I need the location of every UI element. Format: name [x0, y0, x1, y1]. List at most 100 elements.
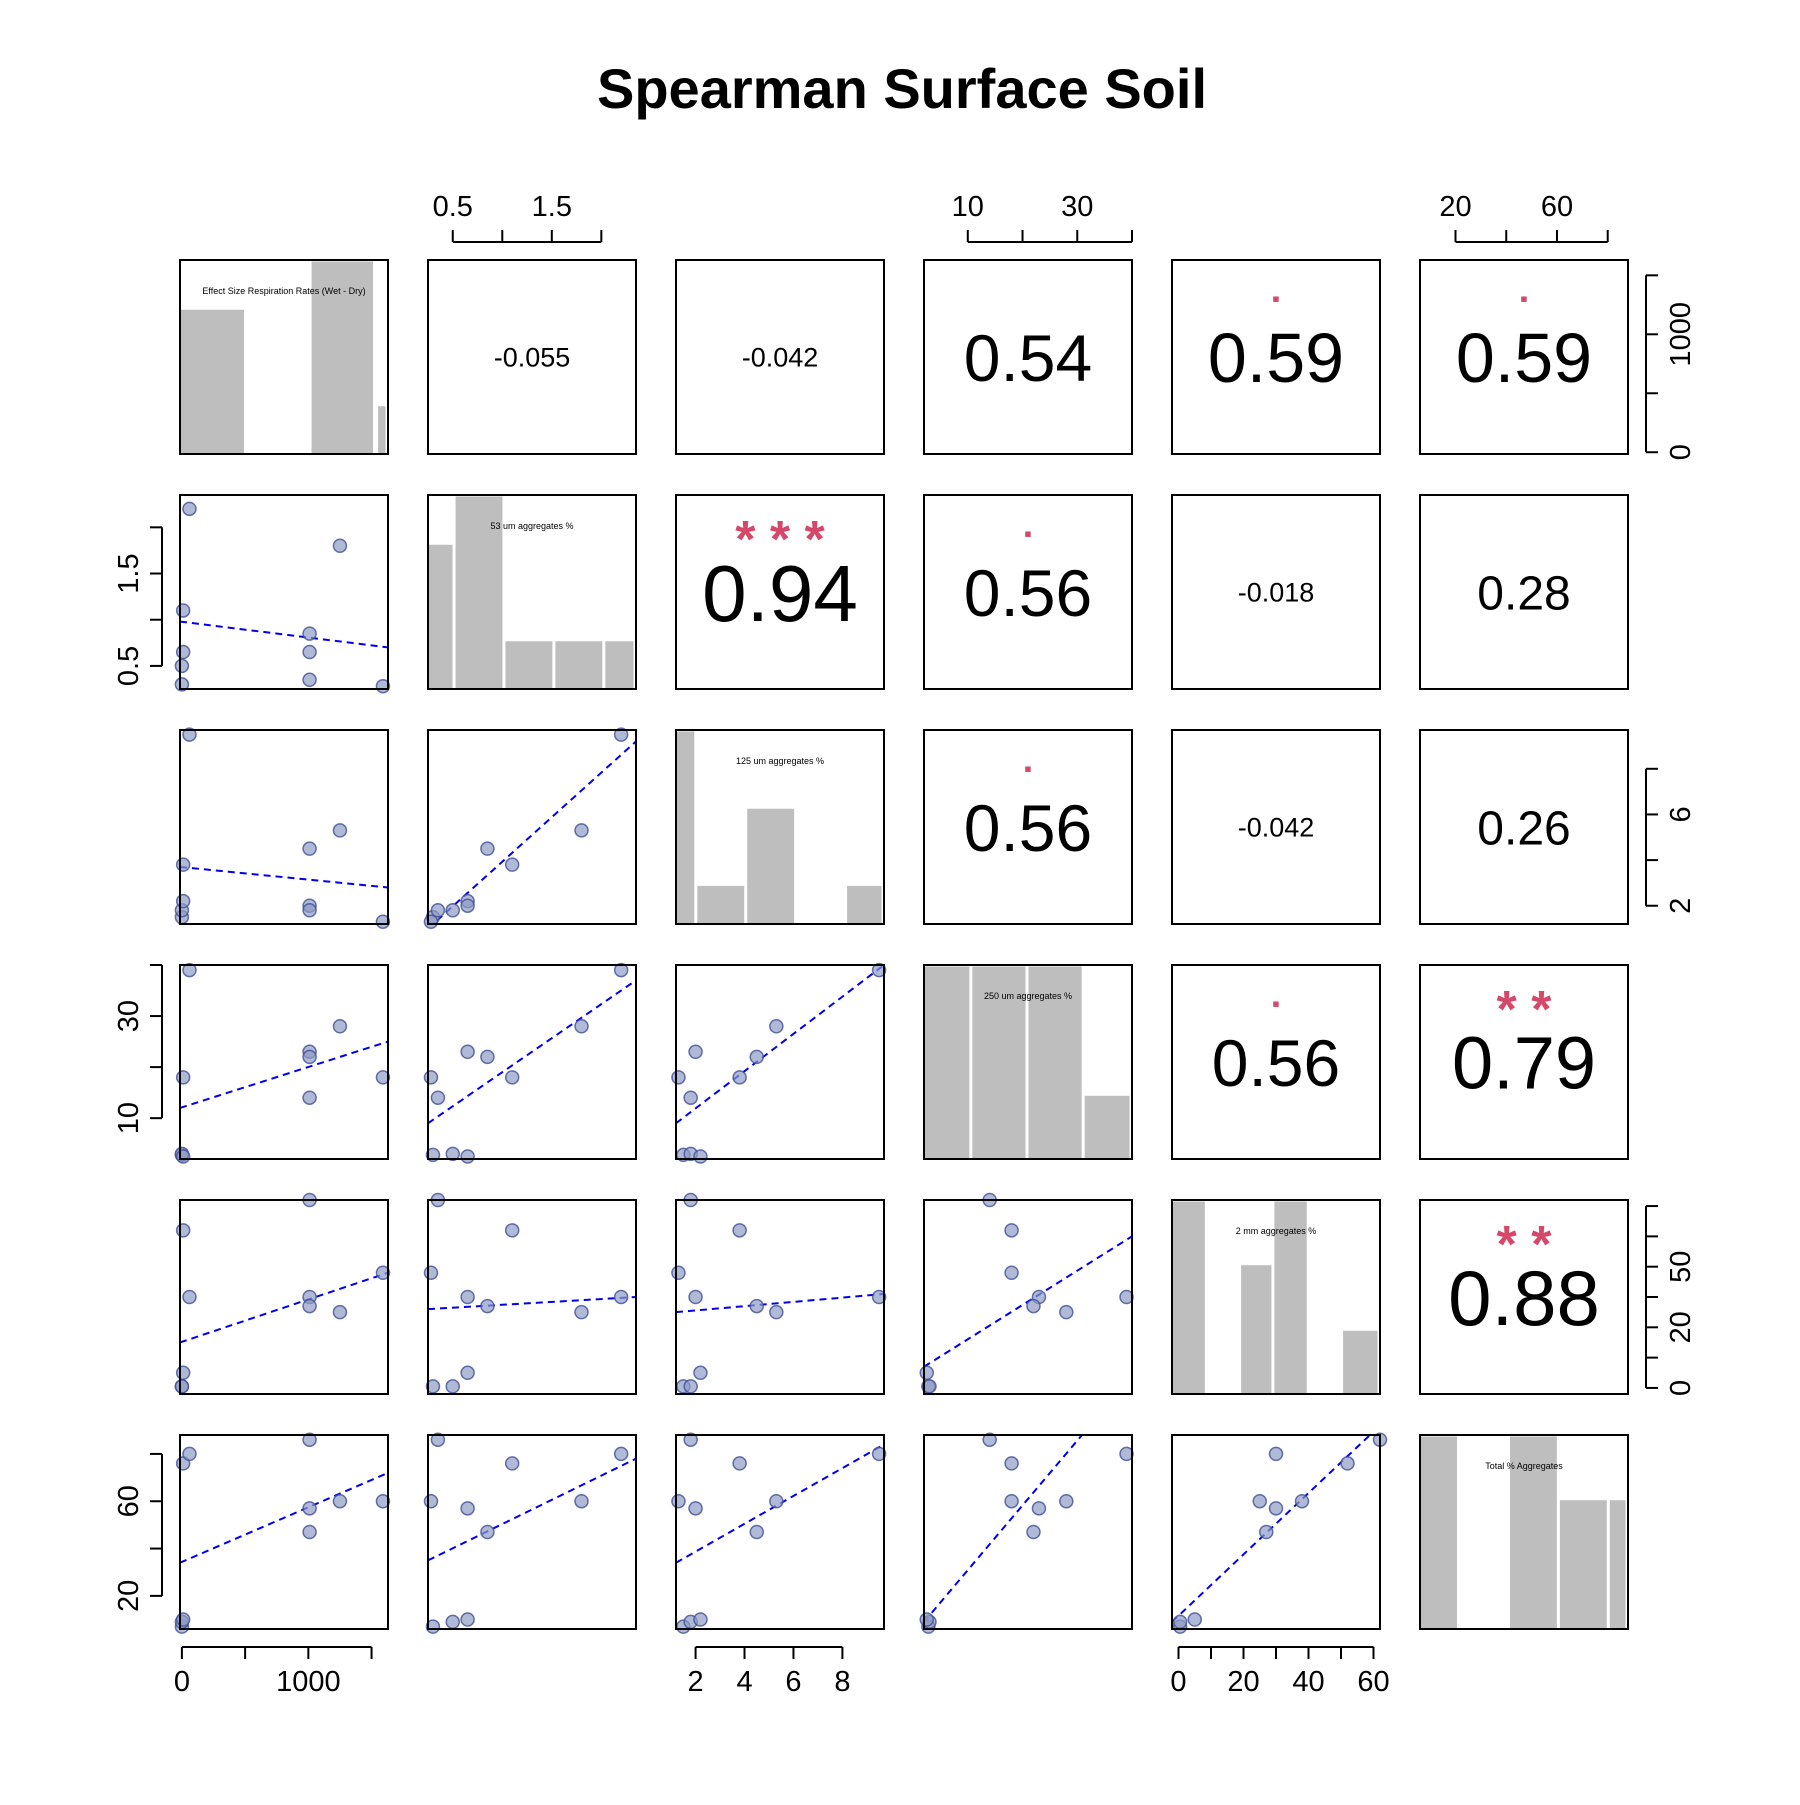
scatter-point: [302, 1524, 317, 1540]
scatter-point: [1294, 1493, 1310, 1509]
histogram-bar: [377, 405, 387, 455]
scatter-point: [182, 1289, 197, 1305]
histogram-bar: [1083, 1094, 1131, 1160]
tick-label: 1000: [1665, 302, 1697, 367]
scatter-point: [302, 1501, 317, 1516]
panel-r3-c3: 250 um aggregates %: [923, 964, 1133, 1160]
scatter-point: [460, 1289, 475, 1305]
scatter-point: [175, 893, 191, 909]
fit-line: [428, 1296, 636, 1311]
scatter-point: [1268, 1446, 1284, 1462]
panel-r0-c0: Effect Size Respiration Rates (Wet - Dry…: [179, 259, 389, 455]
panel-r0-c4: 0.59 ▪: [1171, 259, 1381, 455]
tick-label: 1000: [276, 1666, 341, 1698]
tick-label: 20: [1439, 191, 1471, 223]
panel-r2-c4: -0.042: [1171, 729, 1381, 925]
panel-r0-c2: -0.042: [675, 259, 885, 455]
scatter-point: [574, 823, 589, 838]
scatter-point: [460, 1365, 475, 1381]
scatter-point: [1340, 1456, 1355, 1471]
histogram-bar: [846, 884, 883, 925]
scatter-point: [174, 677, 190, 692]
panel-r1-c0: [174, 494, 391, 694]
scatter-point: [504, 1456, 520, 1471]
correlation-value: -0.018: [1238, 578, 1315, 608]
panel-r3-c4: 0.56 ▪: [1171, 964, 1381, 1160]
fit-line: [180, 620, 388, 649]
scatter-point: [574, 1304, 589, 1320]
scatter-point: [175, 1149, 191, 1164]
diagonal-variable-label: Effect Size Respiration Rates (Wet - Dry…: [202, 286, 365, 296]
scatter-point: [1004, 1223, 1019, 1238]
scatter-point: [175, 1223, 191, 1238]
tick-label: 10: [113, 1102, 145, 1134]
histogram-bar: [1171, 1200, 1206, 1395]
scatter-point: [1059, 1493, 1074, 1509]
scatter-point: [1031, 1501, 1047, 1516]
tick-label: 50: [1665, 1251, 1697, 1283]
significance-marker: ▪: [1272, 286, 1280, 311]
panel-frame: [1419, 259, 1629, 455]
panel-frame: [427, 494, 637, 690]
panel-r4-c1: [423, 1192, 637, 1395]
fit-line: [676, 1443, 884, 1564]
scatter-point: [683, 1379, 698, 1394]
scatter-point: [302, 672, 317, 688]
scatter-point: [574, 1019, 589, 1034]
panel-frame: [675, 1434, 885, 1630]
scatter-point: [769, 1304, 784, 1320]
scatter-point: [749, 1524, 765, 1540]
correlation-value: 0.88: [1448, 1254, 1600, 1342]
panel-r0-c3: 0.54: [923, 259, 1133, 455]
scatter-point: [1119, 1446, 1134, 1462]
fit-line: [428, 979, 636, 1125]
scatter-point: [302, 1432, 317, 1447]
panel-r2-c0: [174, 727, 391, 929]
panel-frame: [1419, 729, 1629, 925]
diagonal-variable-label: 250 um aggregates %: [984, 991, 1072, 1001]
scatter-point: [174, 1379, 190, 1394]
panel-frame: [179, 259, 389, 455]
scatter-point: [574, 1493, 589, 1509]
histogram-bar: [1508, 1435, 1558, 1630]
scatter-point: [683, 1432, 698, 1447]
panel-frame: [427, 1434, 637, 1630]
scatter-point: [1268, 1501, 1284, 1516]
scatter-point: [175, 1365, 191, 1381]
histogram-bar: [971, 965, 1027, 1160]
left-axis-row-1: 0.5 1.5: [113, 526, 163, 686]
panel-frame: [675, 964, 885, 1160]
scatter-point: [460, 898, 475, 913]
scatter-point: [480, 841, 495, 856]
scatter-point: [688, 1044, 703, 1060]
correlation-value: 0.26: [1477, 802, 1570, 855]
diagonal-variable-label: 53 um aggregates %: [490, 521, 573, 531]
panel-frame: [1171, 1434, 1381, 1630]
scatter-point: [175, 857, 191, 872]
scatter-point: [1004, 1265, 1019, 1280]
panel-r0-c1: -0.055: [427, 259, 637, 455]
scatter-point: [423, 1265, 439, 1280]
panel-frame: [427, 259, 637, 455]
correlation-value: 0.28: [1477, 567, 1570, 620]
scatter-point: [1059, 1304, 1074, 1320]
scatter-point: [1119, 1289, 1134, 1305]
top-axis-col-5: 20 60: [1439, 191, 1609, 243]
tick-label: 0: [1665, 1380, 1697, 1396]
scatter-point: [332, 823, 348, 838]
scatter-point: [982, 1432, 997, 1447]
histogram-bar: [746, 807, 796, 925]
tick-label: 30: [113, 1000, 145, 1032]
scatter-point: [480, 1524, 495, 1540]
panel-frame: [427, 964, 637, 1160]
scatter-point: [1252, 1493, 1267, 1509]
panel-r1-c4: -0.018: [1171, 494, 1381, 690]
tick-label: 6: [1665, 806, 1697, 822]
panel-r3-c5: 0.79* *: [1419, 964, 1629, 1160]
tick-label: 0.5: [433, 191, 473, 223]
scatter-point: [175, 644, 191, 660]
tick-label: 0: [174, 1666, 190, 1698]
panel-r4-c3: [919, 1192, 1134, 1395]
scatter-point: [919, 1365, 934, 1381]
